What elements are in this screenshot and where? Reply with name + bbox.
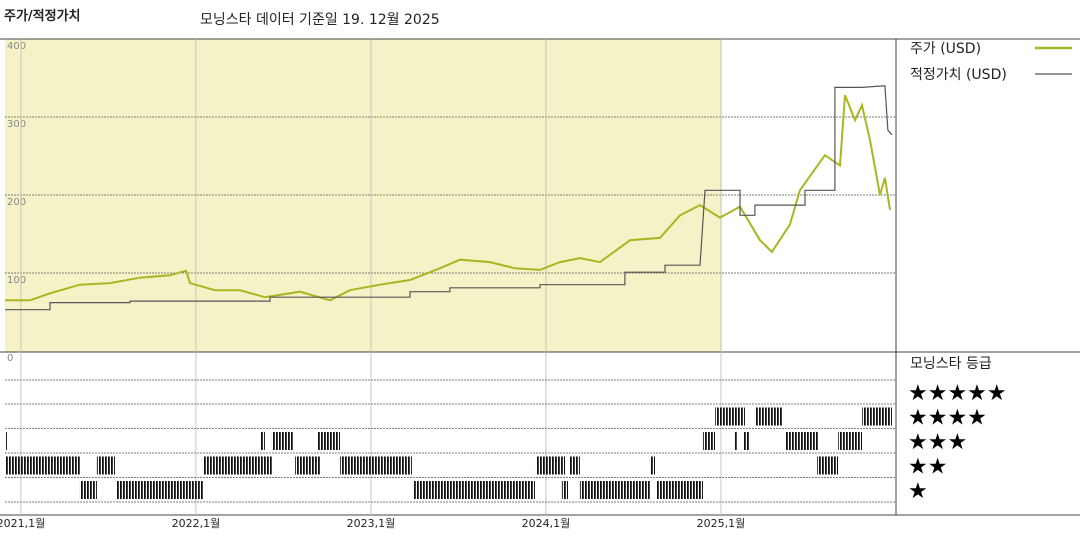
y-tick-label: 200 — [7, 197, 26, 208]
rating-period — [412, 481, 535, 499]
rating-period — [838, 432, 863, 450]
series-line — [5, 85, 893, 311]
rating-period — [259, 432, 265, 450]
rating-period — [569, 456, 580, 475]
rating-period — [96, 456, 115, 475]
y-tick-label: 100 — [7, 275, 26, 286]
legend-label: 적정가치 (USD) — [910, 67, 1007, 83]
plot-background — [5, 39, 722, 352]
rating-label: ★ — [908, 479, 928, 504]
rating-period — [817, 456, 839, 475]
y-tick-label: 400 — [7, 41, 26, 52]
rating-period — [117, 481, 203, 499]
x-tick-label: 2023,1월 — [347, 517, 396, 530]
rating-period — [317, 432, 340, 450]
x-tick-label: 2021,1월 — [0, 517, 45, 530]
rating-period — [5, 456, 80, 475]
rating-label: ★★ — [908, 455, 947, 480]
rating-period — [649, 456, 655, 475]
x-tick-label: 2024,1월 — [522, 517, 571, 530]
rating-period — [79, 481, 97, 499]
legend-label: 주가 (USD) — [910, 41, 981, 57]
rating-period — [785, 432, 818, 450]
rating-period — [579, 481, 650, 499]
rating-period — [754, 407, 783, 426]
rating-period — [271, 432, 293, 450]
rating-label: ★★★★★ — [908, 381, 1007, 406]
rating-period — [702, 432, 716, 450]
rating-label: ★★★★ — [908, 406, 987, 431]
rating-title: 모닝스타 등급 — [910, 356, 992, 372]
y-tick-label: 0 — [7, 353, 13, 364]
rating-period — [862, 407, 892, 426]
rating-period — [561, 481, 569, 499]
rating-period — [202, 456, 272, 475]
rating-period — [5, 432, 7, 450]
series-line — [5, 94, 891, 302]
chart-subtitle: 모닝스타 데이터 기준일 19. 12월 2025 — [200, 12, 440, 28]
x-tick-label: 2022,1월 — [172, 517, 221, 530]
rating-period — [715, 407, 745, 426]
x-tick-label: 2025,1월 — [697, 517, 746, 530]
rating-period — [734, 432, 737, 450]
rating-period — [339, 456, 412, 475]
y-tick-label: 300 — [7, 119, 26, 130]
rating-label: ★★★ — [908, 430, 967, 455]
rating-period — [535, 456, 566, 475]
rating-period — [743, 432, 751, 450]
rating-period — [656, 481, 703, 499]
chart-title: 주가/적정가치 — [4, 8, 81, 24]
rating-period — [294, 456, 321, 475]
